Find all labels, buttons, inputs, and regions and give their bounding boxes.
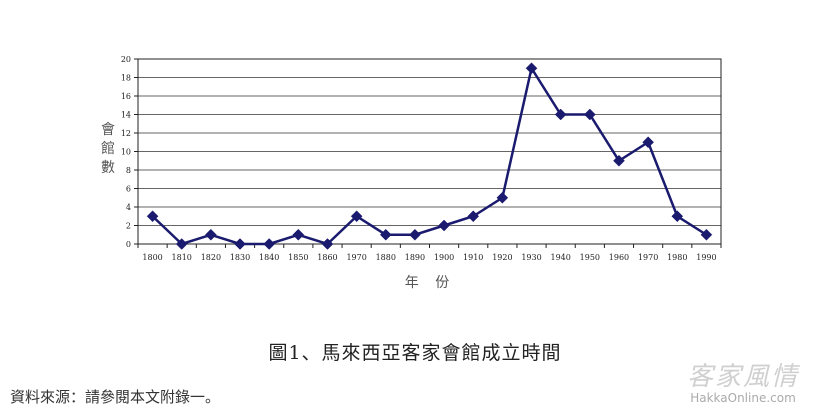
x-tick-label: 1950: [580, 253, 600, 262]
x-tick-label: 1920: [492, 253, 512, 262]
y-tick-label: 12: [121, 129, 131, 138]
y-axis: 0 2 4 6 8 10 12 14 16 18 20: [121, 55, 138, 249]
data-point-marker: [671, 210, 684, 223]
y-tick-label: 0: [126, 240, 131, 249]
y-tick-label: 2: [126, 222, 131, 231]
x-axis-title: 年 份: [405, 275, 455, 291]
data-point-marker: [321, 238, 334, 250]
data-point-marker: [409, 228, 421, 241]
series-line: [151, 65, 708, 246]
data-point-marker: [642, 136, 654, 149]
y-tick-label: 8: [126, 166, 131, 175]
data-point-marker: [263, 238, 276, 250]
x-tick-label: 1820: [201, 253, 221, 262]
data-point-marker: [583, 108, 596, 121]
series-markers: [146, 62, 713, 250]
watermark-logo: 客家風情 HakkaOnline.com: [668, 356, 818, 405]
y-tick-label: 18: [121, 74, 131, 83]
x-tick-label: 1840: [259, 253, 279, 262]
watermark-chinese: 客家風情: [686, 362, 799, 392]
x-tick-label: 1930: [521, 253, 541, 262]
data-point-marker: [700, 228, 713, 241]
data-point-marker: [379, 228, 392, 241]
y-tick-label: 10: [121, 148, 131, 157]
watermark-url: HakkaOnline.com: [690, 391, 796, 405]
data-point-marker: [525, 62, 538, 75]
x-tick-label: 1860: [317, 253, 337, 262]
data-point-marker: [234, 238, 246, 250]
y-tick-label: 4: [126, 203, 131, 212]
source-note: 資料來源：請參閱本文附錄一。: [10, 388, 221, 406]
y-tick-label: 6: [126, 185, 131, 194]
y-tick-label: 16: [121, 92, 131, 101]
y-axis-title: 會館數: [101, 122, 115, 176]
data-point-marker: [554, 108, 567, 121]
figure-caption: 圖1、馬來西亞客家會館成立時間: [268, 342, 562, 364]
data-point-marker: [205, 228, 217, 241]
data-point-marker: [467, 210, 480, 223]
y-tick-label: 14: [121, 111, 131, 120]
data-point-marker: [175, 238, 188, 250]
x-tick-label: 1900: [434, 253, 454, 262]
x-tick-label: 1970: [638, 253, 658, 262]
x-tick-label: 1890: [405, 253, 425, 262]
data-point-marker: [146, 210, 159, 223]
data-point-marker: [496, 191, 509, 204]
x-tick-label: 1910: [463, 253, 483, 262]
data-point-marker: [292, 228, 305, 241]
x-tick-label: 1940: [550, 253, 570, 262]
x-tick-label: 1850: [288, 253, 308, 262]
x-tick-label: 1800: [142, 253, 162, 262]
x-tick-label: 1880: [376, 253, 396, 262]
gridlines: [138, 77, 721, 226]
x-tick-label: 1980: [667, 253, 687, 262]
x-tick-label: 1960: [609, 253, 629, 262]
x-tick-label: 1990: [696, 253, 716, 262]
x-tick-label: 1810: [172, 253, 192, 262]
x-axis: 1800 1810 1820 1830 1840 1850 1860 1970 1880 1890…: [137, 244, 722, 262]
data-point-marker: [350, 210, 363, 223]
x-tick-label: 1970: [346, 253, 366, 262]
x-tick-label: 1830: [230, 253, 250, 262]
y-tick-label: 20: [121, 55, 131, 64]
data-point-marker: [438, 219, 450, 232]
data-point-marker: [613, 154, 625, 167]
